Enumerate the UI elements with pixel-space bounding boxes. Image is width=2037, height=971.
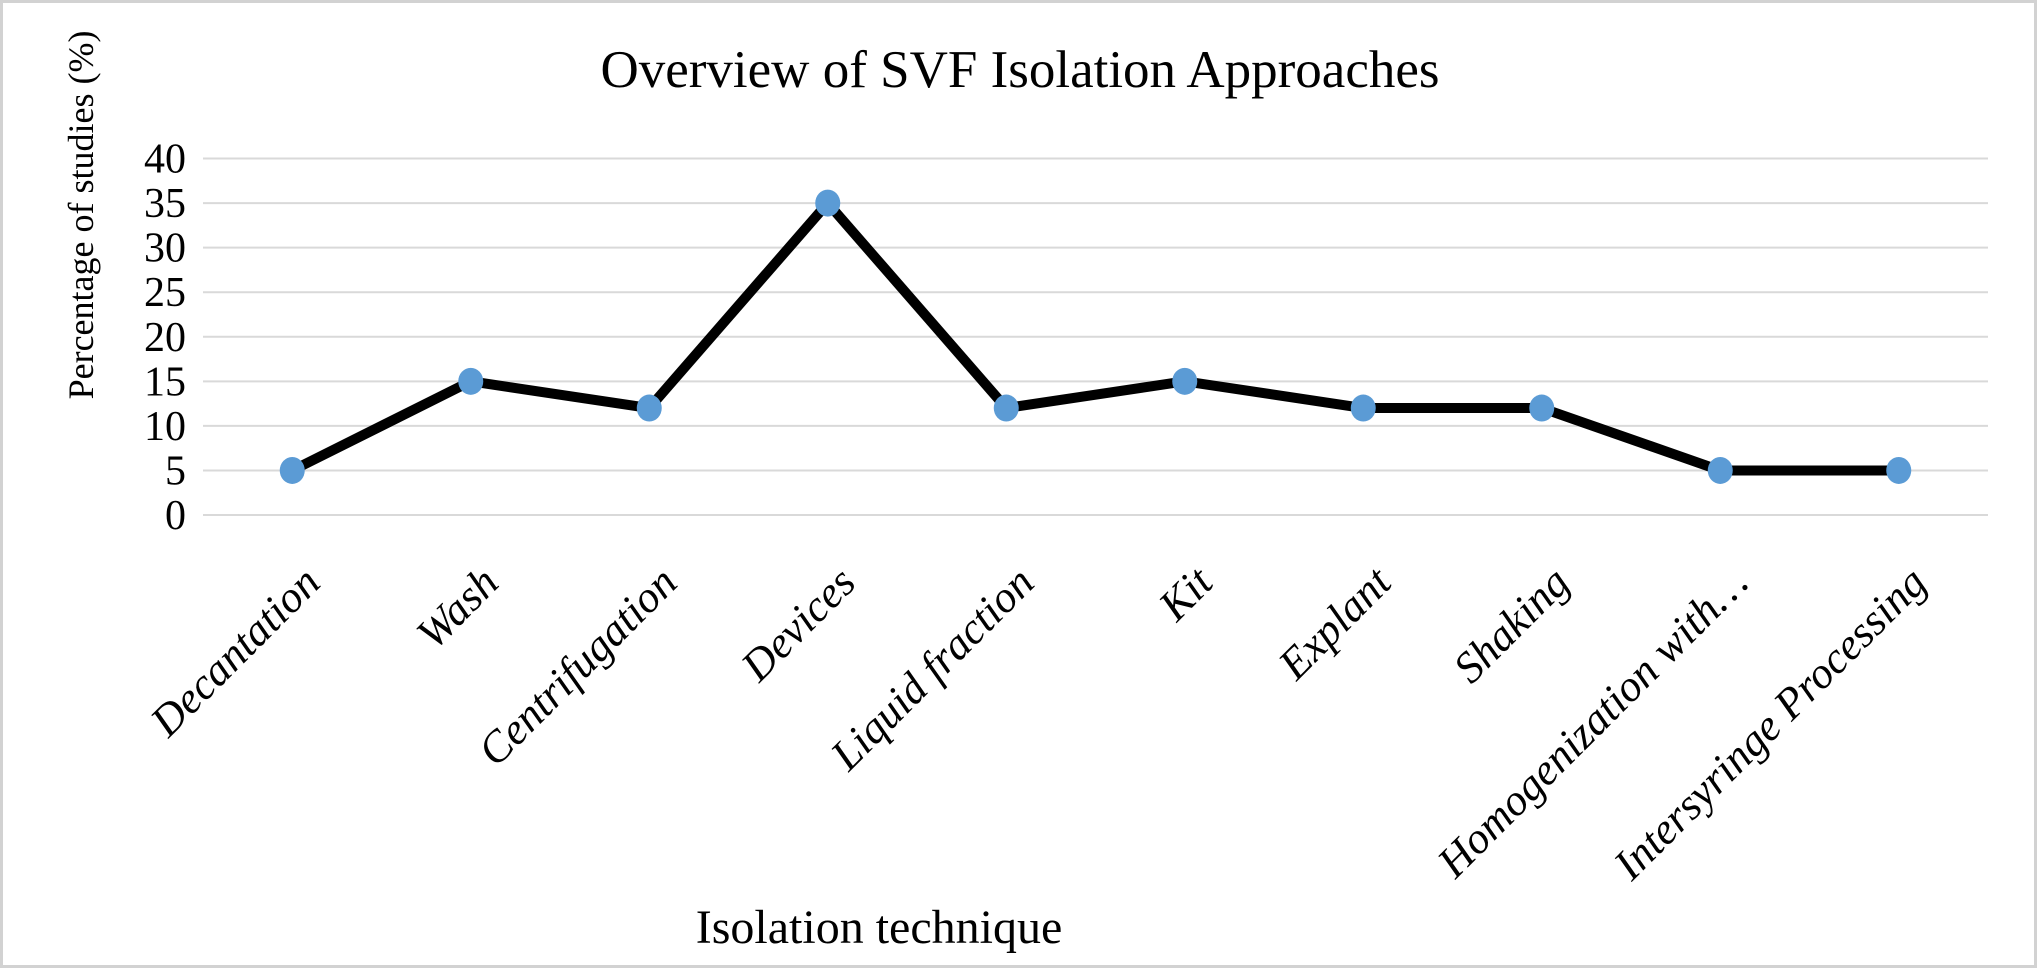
data-point-marker — [993, 394, 1019, 422]
data-point-marker — [636, 394, 662, 422]
data-point-marker — [1350, 394, 1376, 422]
data-point-marker — [1529, 394, 1555, 422]
y-tick-label: 10 — [144, 404, 186, 450]
x-category-label: Homogenization with… — [1427, 557, 1757, 887]
x-category-label: Intersyringe Processing — [1604, 557, 1936, 889]
y-tick-label: 30 — [144, 226, 186, 272]
y-tick-label: 25 — [144, 270, 186, 316]
y-tick-label: 0 — [165, 493, 186, 539]
chart-title: Overview of SVF Isolation Approaches — [600, 41, 1439, 99]
svf-isolation-line-chart: Overview of SVF Isolation Approaches Per… — [61, 31, 1988, 954]
data-point-marker — [1172, 367, 1198, 395]
x-axis-title: Isolation technique — [696, 901, 1063, 954]
x-category-label: Explant — [1268, 556, 1401, 689]
y-tick-label: 15 — [144, 359, 186, 405]
data-point-marker — [458, 367, 484, 395]
x-category-label: Kit — [1148, 556, 1223, 631]
x-category-label: Decantation — [140, 557, 329, 746]
y-tick-label: 5 — [165, 448, 186, 494]
data-point-marker — [1707, 456, 1733, 484]
data-point-marker — [815, 189, 841, 217]
y-tick-label: 35 — [144, 181, 186, 227]
x-category-label: Devices — [731, 557, 865, 691]
data-point-marker — [279, 456, 305, 484]
data-series — [279, 189, 1912, 484]
y-tick-label: 20 — [144, 315, 186, 361]
data-point-marker — [1886, 456, 1912, 484]
x-category-label: Shaking — [1444, 557, 1579, 692]
y-tick-label: 40 — [144, 137, 186, 183]
series-line — [287, 198, 1904, 476]
x-category-label: Wash — [407, 557, 508, 658]
y-axis-title: Percentage of studies (%) — [61, 31, 101, 400]
